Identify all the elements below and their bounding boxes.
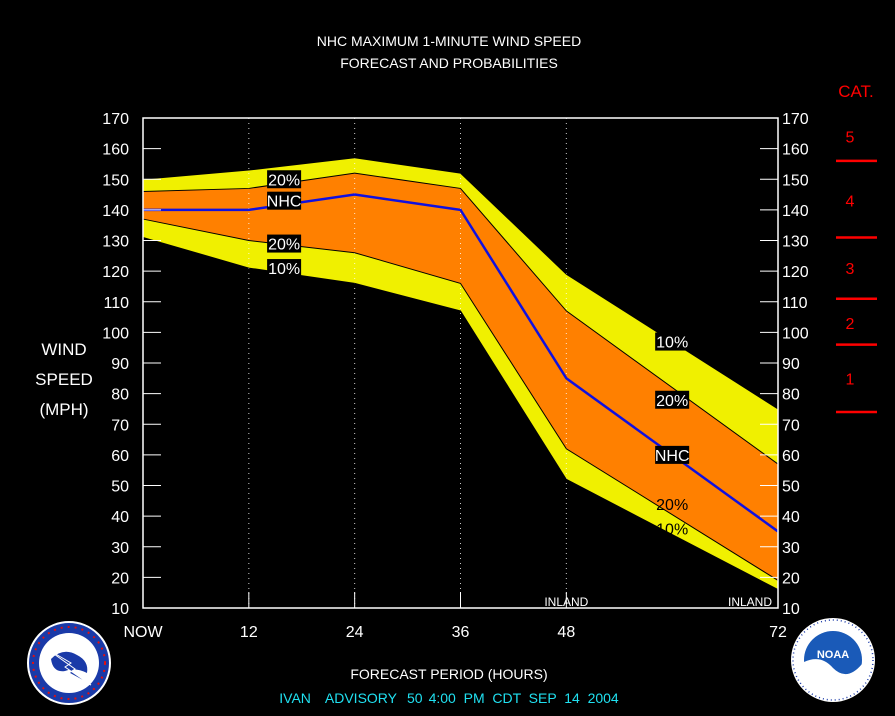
ytick-label-left: 140 [102, 203, 129, 220]
xtick-label: 48 [557, 624, 575, 641]
series-label: NHC [655, 448, 690, 465]
series-label: 10% [656, 335, 688, 352]
series-label-box [267, 191, 302, 210]
line-upper_10 [142, 157, 779, 410]
ytick-label-left: 100 [102, 325, 129, 342]
ytick-label-right: 110 [782, 295, 808, 312]
series-label-box [655, 390, 690, 409]
y-axis-label-line3: (MPH) [39, 400, 88, 419]
advisory-number: 50 [407, 690, 423, 706]
y-axis-label-line2: SPEED [35, 370, 93, 389]
line-lower_10 [142, 236, 779, 591]
line-lower_20 [142, 218, 779, 581]
ytick-label-left: 70 [111, 417, 129, 434]
series-label: NHC [267, 194, 302, 211]
ytick-label-right: 130 [782, 234, 809, 251]
inland-marker-label: INLAND [544, 595, 588, 609]
xtick-label: 24 [346, 624, 364, 641]
series-label-box [267, 234, 302, 253]
nhc-forecast-line [143, 193, 779, 533]
ytick-label-left: 170 [102, 111, 129, 128]
inland-marker-label: INLAND [728, 595, 772, 609]
ytick-label-right: 50 [782, 479, 800, 496]
ytick-label-left: 40 [111, 509, 129, 526]
series-label: 10% [656, 521, 688, 538]
xtick-label: NOW [123, 624, 163, 641]
ytick-label-left: 110 [103, 295, 129, 312]
xtick-label: 12 [240, 624, 258, 641]
ytick-label-left: 130 [102, 234, 129, 251]
series-label: 10% [268, 261, 300, 278]
series-label-box [655, 332, 690, 351]
ytick-label-right: 170 [782, 111, 809, 128]
series-label: 10% [268, 151, 300, 168]
chart-title-line1: NHC MAXIMUM 1-MINUTE WIND SPEED [317, 33, 581, 49]
x-axis-label: FORECAST PERIOD (HOURS) [350, 666, 547, 682]
series-label-box [267, 259, 302, 278]
line-upper_20 [142, 172, 779, 465]
ytick-label-left: 90 [111, 356, 129, 373]
advisory-footer: IVAN ADVISORY 50 4:00 PM CDT SEP 14 2004 [279, 690, 619, 706]
ytick-label-right: 40 [782, 509, 800, 526]
category-label-5: 5 [846, 129, 855, 146]
ytick-label-right: 100 [782, 325, 809, 342]
ytick-label-right: 70 [782, 417, 800, 434]
series-label-box [655, 445, 690, 464]
y-axis-label-line1: WIND [41, 340, 86, 359]
category-label-1: 1 [846, 371, 855, 388]
ytick-label-left: 160 [102, 142, 129, 159]
ytick-label-left: 30 [111, 540, 129, 557]
ytick-label-right: 140 [782, 203, 809, 220]
ytick-label-right: 80 [782, 387, 800, 404]
advisory-issued: 4:00 PM CDT SEP 14 2004 [429, 690, 619, 706]
nws-logo [27, 621, 111, 705]
category-label-4: 4 [846, 194, 855, 211]
ytick-label-left: 80 [111, 387, 129, 404]
ytick-label-left: 20 [111, 570, 129, 587]
noaa-logo: NOAA [791, 618, 875, 702]
ytick-label-left: 150 [102, 172, 129, 189]
band-20-percent [143, 173, 778, 581]
noaa-logo-text: NOAA [817, 649, 849, 661]
storm-name: IVAN [279, 690, 311, 706]
ytick-label-right: 120 [782, 264, 809, 281]
ytick-label-right: 30 [782, 540, 800, 557]
ytick-label-left: 10 [111, 601, 129, 618]
category-label-2: 2 [846, 316, 855, 333]
series-label: 20% [268, 172, 300, 189]
ytick-label-right: 60 [782, 448, 800, 465]
ytick-label-left: 50 [111, 479, 129, 496]
category-label-3: 3 [846, 261, 855, 278]
category-title: CAT. [838, 82, 874, 101]
xtick-label: 72 [769, 624, 787, 641]
ytick-label-right: 90 [782, 356, 800, 373]
ytick-label-right: 10 [782, 601, 800, 618]
ytick-label-left: 60 [111, 448, 129, 465]
ytick-label-right: 160 [782, 142, 809, 159]
series-label: 20% [656, 497, 688, 514]
advisory-label: ADVISORY [325, 690, 398, 706]
series-label: 20% [268, 237, 300, 254]
chart-title-line2: FORECAST AND PROBABILITIES [340, 55, 558, 71]
ytick-label-right: 150 [782, 172, 809, 189]
ytick-label-left: 120 [102, 264, 129, 281]
series-label-box [267, 170, 302, 189]
series-label: 20% [656, 393, 688, 410]
xtick-label: 36 [452, 624, 470, 641]
ytick-label-right: 20 [782, 570, 800, 587]
